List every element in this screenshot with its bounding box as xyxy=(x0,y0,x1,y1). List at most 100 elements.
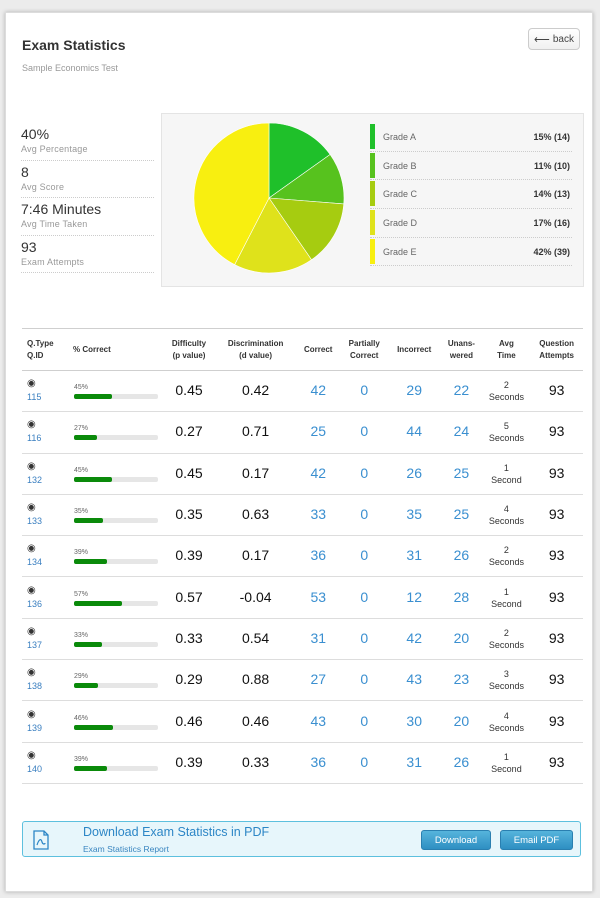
col-incorrect[interactable]: Incorrect xyxy=(388,328,441,371)
correct-count[interactable]: 36 xyxy=(296,742,341,784)
qtype-cell: ◉ 140 xyxy=(22,742,68,784)
attempts-cell: 93 xyxy=(530,453,583,495)
incorrect-count[interactable]: 43 xyxy=(388,659,441,702)
col-avg-time[interactable]: Avg Time xyxy=(482,328,531,371)
incorrect-count[interactable]: 35 xyxy=(388,494,441,537)
incorrect-count[interactable]: 29 xyxy=(388,370,441,413)
radio-icon: ◉ xyxy=(27,460,36,472)
table-row: ◉ 132 45% 0.45 0.17 42 0 26 25 1 Second 93 xyxy=(22,453,583,495)
correct-count[interactable]: 33 xyxy=(296,494,341,537)
col-qtype[interactable]: Q.Type Q.ID xyxy=(22,328,68,371)
unanswered-count[interactable]: 20 xyxy=(440,700,483,743)
partial-count[interactable]: 0 xyxy=(340,370,389,413)
correct-count[interactable]: 31 xyxy=(296,618,341,661)
stat-value: 40% xyxy=(21,126,50,142)
difficulty-cell: 0.46 xyxy=(163,700,216,743)
back-button[interactable]: ⟵ back xyxy=(528,28,580,50)
pie-slice-grade-a[interactable] xyxy=(268,122,331,199)
avg-time-cell: 2 Seconds xyxy=(482,618,531,661)
stat-value: 8 xyxy=(21,163,29,180)
incorrect-count[interactable]: 26 xyxy=(388,453,441,495)
col-unanswered[interactable]: Unans-wered xyxy=(440,328,483,371)
incorrect-count[interactable]: 44 xyxy=(388,411,441,454)
incorrect-count[interactable]: 31 xyxy=(388,535,441,578)
col-difficulty[interactable]: Difficulty (p value) xyxy=(163,328,216,371)
col-question-attempts[interactable]: Question Attempts xyxy=(530,328,583,371)
question-id-link[interactable]: 139 xyxy=(27,722,43,733)
email-pdf-button[interactable]: Email PDF xyxy=(500,830,573,850)
table-row: ◉ 115 45% 0.45 0.42 42 0 29 22 2 Seconds 93 xyxy=(22,370,583,413)
partial-count[interactable]: 0 xyxy=(340,742,389,784)
correct-count[interactable]: 53 xyxy=(296,576,341,619)
unanswered-count[interactable]: 24 xyxy=(440,411,483,454)
partial-count[interactable]: 0 xyxy=(340,618,389,661)
question-id-link[interactable]: 132 xyxy=(27,474,43,485)
question-id-link[interactable]: 116 xyxy=(27,433,42,444)
col-correct[interactable]: Correct xyxy=(296,328,341,371)
stat-avg-percentage: 40% Avg Percentage xyxy=(21,123,154,161)
question-id-link[interactable]: 134 xyxy=(27,557,43,568)
pct-correct-bar xyxy=(74,724,158,730)
unanswered-count[interactable]: 26 xyxy=(440,742,483,784)
partial-count[interactable]: 0 xyxy=(340,411,389,454)
partial-count[interactable]: 0 xyxy=(340,494,389,537)
unanswered-count[interactable]: 25 xyxy=(440,494,483,537)
unanswered-count[interactable]: 23 xyxy=(440,659,483,702)
correct-count[interactable]: 25 xyxy=(296,411,341,454)
pct-correct-bar-fill xyxy=(74,435,97,441)
qtype-cell: ◉ 115 xyxy=(22,370,68,413)
col-pct-correct[interactable]: % Correct xyxy=(68,328,163,371)
correct-count[interactable]: 27 xyxy=(296,659,341,702)
incorrect-count[interactable]: 30 xyxy=(388,700,441,743)
pie-slice-grade-d[interactable] xyxy=(234,197,312,274)
stat-value: 7:46 Minutes xyxy=(21,201,102,217)
unanswered-count[interactable]: 28 xyxy=(440,576,483,619)
discrimination-cell: 0.71 xyxy=(215,411,297,454)
download-subtitle: Exam Statistics Report xyxy=(83,844,169,854)
table-row: ◉ 139 46% 0.46 0.46 43 0 30 20 4 Seconds 93 xyxy=(22,700,583,743)
unanswered-count[interactable]: 22 xyxy=(440,370,483,413)
attempts-cell: 93 xyxy=(530,494,583,537)
partial-count[interactable]: 0 xyxy=(340,659,389,702)
partial-count[interactable]: 0 xyxy=(340,576,389,619)
pct-correct-cell: 57% xyxy=(68,576,163,619)
correct-count[interactable]: 42 xyxy=(296,370,341,413)
col-discrimination[interactable]: Discrimination (d value) xyxy=(215,328,297,371)
radio-icon: ◉ xyxy=(27,502,36,514)
question-id-link[interactable]: 133 xyxy=(27,516,43,527)
avg-time-cell: 1 Second xyxy=(482,742,531,784)
legend-label: Grade B xyxy=(383,160,417,171)
unanswered-count[interactable]: 25 xyxy=(440,453,483,495)
radio-icon: ◉ xyxy=(27,584,36,596)
radio-icon: ◉ xyxy=(27,543,36,555)
pct-correct-bar-fill xyxy=(74,724,113,730)
pct-correct-label: 33% xyxy=(74,631,89,639)
incorrect-count[interactable]: 42 xyxy=(388,618,441,661)
pie-slice-grade-c[interactable] xyxy=(268,197,345,261)
question-id-link[interactable]: 138 xyxy=(27,681,43,692)
pie-slice-grade-e[interactable] xyxy=(193,122,270,266)
correct-count[interactable]: 36 xyxy=(296,535,341,578)
partial-count[interactable]: 0 xyxy=(340,453,389,495)
partial-count[interactable]: 0 xyxy=(340,700,389,743)
qtype-cell: ◉ 133 xyxy=(22,494,68,537)
question-id-link[interactable]: 136 xyxy=(27,598,43,609)
discrimination-cell: 0.63 xyxy=(215,494,297,537)
col-partially-correct[interactable]: Partially Correct xyxy=(340,328,389,371)
partial-count[interactable]: 0 xyxy=(340,535,389,578)
question-id-link[interactable]: 115 xyxy=(27,392,42,403)
legend-swatch xyxy=(370,124,375,149)
stat-label: Avg Score xyxy=(21,181,65,192)
question-id-link[interactable]: 137 xyxy=(27,639,43,650)
pct-correct-bar xyxy=(74,394,158,400)
correct-count[interactable]: 43 xyxy=(296,700,341,743)
unanswered-count[interactable]: 26 xyxy=(440,535,483,578)
download-pdf-panel: Download Exam Statistics in PDF Exam Sta… xyxy=(22,821,581,857)
incorrect-count[interactable]: 12 xyxy=(388,576,441,619)
discrimination-cell: 0.33 xyxy=(215,742,297,784)
incorrect-count[interactable]: 31 xyxy=(388,742,441,784)
download-button[interactable]: Download xyxy=(421,830,491,850)
question-id-link[interactable]: 140 xyxy=(27,763,43,774)
correct-count[interactable]: 42 xyxy=(296,453,341,495)
unanswered-count[interactable]: 20 xyxy=(440,618,483,661)
